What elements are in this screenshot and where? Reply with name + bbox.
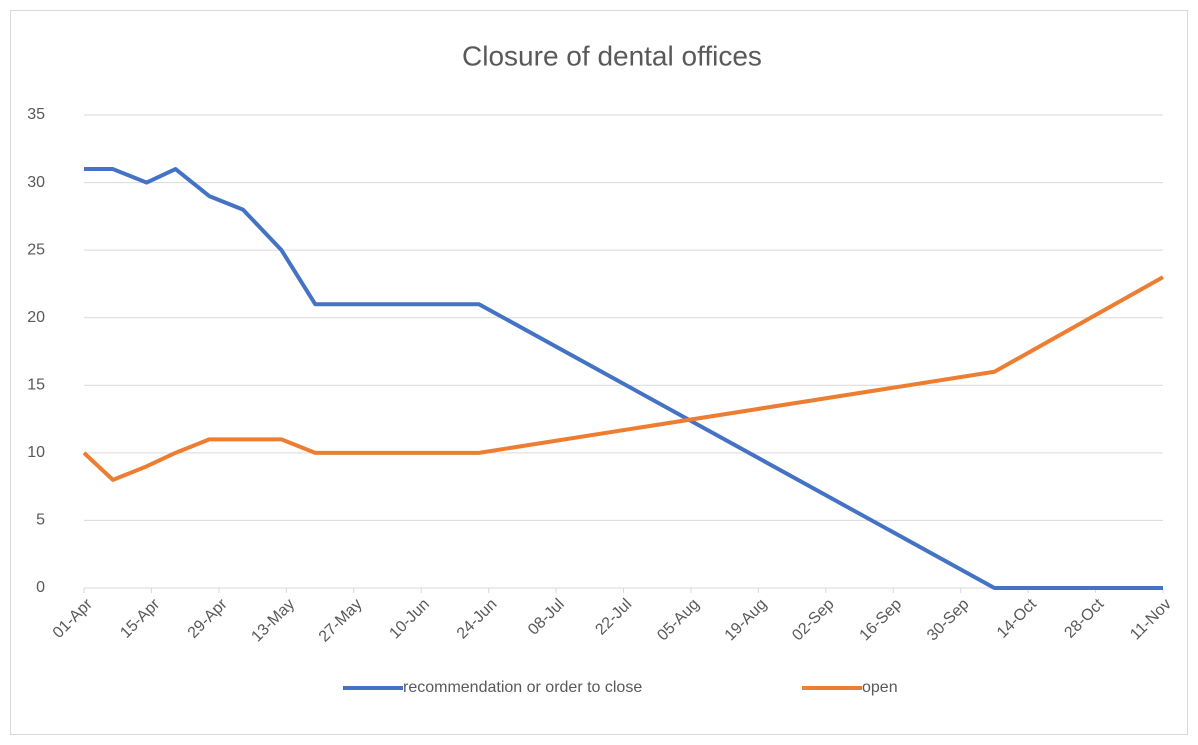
- series-line: [84, 167, 1163, 590]
- legend-label: recommendation or order to close: [403, 679, 642, 696]
- chart-title: Closure of dental offices: [462, 40, 762, 71]
- y-tick-label: 5: [36, 512, 45, 529]
- y-tick-label: 30: [27, 174, 45, 191]
- y-tick-label: 10: [27, 444, 45, 461]
- y-tick-label: 15: [27, 377, 45, 394]
- series-line: [82, 275, 1164, 482]
- y-tick-label: 0: [36, 579, 45, 596]
- legend-label: open: [862, 679, 898, 696]
- y-tick-label: 20: [27, 309, 45, 326]
- y-tick-label: 25: [27, 241, 45, 258]
- y-tick-label: 35: [27, 106, 45, 123]
